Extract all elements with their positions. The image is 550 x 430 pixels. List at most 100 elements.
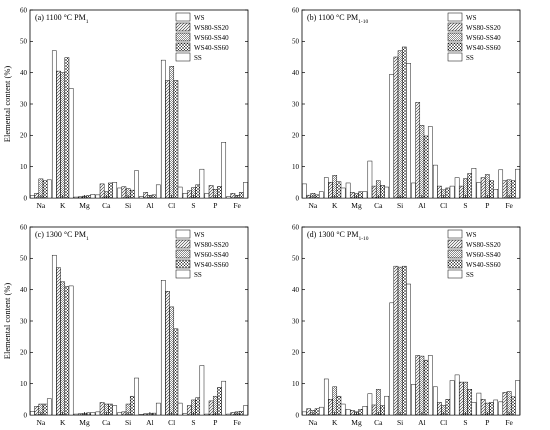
bar-al-ws40-ss60	[151, 194, 157, 199]
bar-si-ws40-ss60	[129, 189, 135, 199]
category-label: S	[463, 418, 467, 427]
bar-si-ws40-ss60	[129, 395, 135, 416]
bar-fe-ws40-ss60	[510, 396, 516, 416]
legend-label: SS	[466, 271, 474, 279]
bar-fe-ws40-ss60	[238, 192, 244, 199]
y-tick-label: 60	[292, 6, 300, 14]
bar-s-ws40-ss60	[195, 397, 201, 416]
chart-panel-1: 0 10 20 30 40 50 60 Na K Mg Ca Si Al Cl S P Fe (a) 1100 °…	[2, 6, 249, 210]
bar-s-ws	[454, 374, 460, 416]
bar-cl-ss	[177, 402, 183, 416]
bar-s-ws80-ss20	[186, 405, 192, 416]
bar-cl-ws40-ss60	[445, 399, 451, 416]
bar-cl-ws	[432, 386, 438, 416]
category-label: Fe	[505, 418, 513, 427]
bar-na-ws	[30, 411, 35, 416]
category-label: Si	[397, 201, 403, 210]
legend-swatch	[447, 229, 463, 239]
legend-label: WS40-SS60	[194, 261, 229, 269]
bar-cl-ws40-ss60	[445, 187, 451, 199]
bar-s-ws	[454, 177, 460, 199]
bar-mg-ws80-ss20	[77, 196, 83, 199]
bar-ca-ws40-ss60	[380, 405, 385, 416]
legend-label: SS	[194, 271, 202, 279]
category-label: Si	[125, 201, 131, 210]
bar-al-ws	[411, 182, 416, 199]
category-label: Na	[37, 201, 46, 210]
y-tick-label: 30	[20, 317, 28, 325]
bar-mg-ws	[73, 413, 79, 416]
bar-fe-ss	[243, 182, 248, 199]
category-label: Si	[397, 418, 403, 427]
bar-fe-ws80-ss20	[502, 180, 508, 199]
bar-s-ws60-ss40	[463, 381, 468, 416]
y-tick-label: 40	[292, 286, 300, 294]
bar-al-ws	[139, 196, 144, 199]
bar-na-ws	[302, 183, 307, 199]
bar-na-ws80-ss20	[306, 194, 312, 199]
bar-al-ss	[427, 355, 433, 416]
bar-p-ws	[204, 413, 210, 416]
bar-ca-ss	[112, 182, 118, 199]
bar-si-ss	[406, 283, 411, 416]
y-tick-label: 20	[292, 132, 300, 140]
bar-p-ws	[204, 193, 210, 199]
bar-k-ws40-ss60	[64, 57, 70, 199]
legend-swatch	[447, 52, 463, 62]
bar-na-ws40-ss60	[314, 194, 320, 199]
y-tick-label: 30	[20, 100, 28, 108]
bar-k-ws80-ss20	[328, 182, 333, 199]
category-label: K	[60, 201, 66, 210]
bar-mg-ss	[90, 412, 96, 416]
bar-si-ws	[389, 74, 395, 199]
bar-cl-ws	[160, 280, 166, 416]
bar-p-ws80-ss20	[208, 400, 214, 416]
bar-k-ws60-ss40	[60, 72, 66, 199]
bar-p-ss	[493, 399, 499, 416]
bar-cl-ws80-ss20	[165, 80, 170, 199]
bar-k-ws60-ss40	[60, 281, 66, 416]
bar-k-ws40-ss60	[336, 181, 342, 199]
bar-mg-ws40-ss60	[358, 409, 364, 416]
bar-na-ss	[318, 406, 324, 416]
y-tick-label: 50	[292, 255, 300, 263]
bar-fe-ws80-ss20	[230, 193, 236, 199]
category-label: Mg	[351, 201, 362, 210]
bar-mg-ws80-ss20	[349, 192, 355, 199]
bar-al-ws40-ss60	[423, 359, 429, 416]
bar-na-ss	[46, 179, 52, 199]
legend-label: WS60-SS40	[466, 251, 501, 259]
bar-fe-ws	[226, 413, 232, 416]
legend-label: WS60-SS40	[194, 34, 229, 42]
bar-s-ws40-ss60	[195, 184, 201, 199]
category-label: Cl	[440, 201, 447, 210]
y-tick-label: 40	[20, 69, 28, 77]
bar-s-ws	[182, 193, 188, 199]
y-tick-label: 60	[20, 6, 28, 14]
bar-s-ws	[182, 413, 188, 416]
category-label: Ca	[102, 418, 111, 427]
bar-fe-ss	[515, 380, 520, 416]
category-label: S	[463, 201, 467, 210]
bar-cl-ws80-ss20	[437, 402, 442, 416]
category-label: P	[213, 418, 217, 427]
category-label: K	[332, 418, 338, 427]
bar-mg-ws40-ss60	[358, 191, 364, 199]
category-label: P	[213, 201, 217, 210]
category-label: Cl	[440, 418, 447, 427]
bar-s-ss	[471, 168, 477, 199]
category-label: Ca	[374, 418, 383, 427]
bar-si-ws60-ss40	[397, 266, 403, 416]
y-axis-label: Elemental content (%)	[2, 283, 12, 360]
bar-p-ws80-ss20	[208, 185, 214, 199]
y-tick-label: 40	[292, 69, 300, 77]
category-label: Na	[309, 418, 318, 427]
legend-swatch	[175, 249, 191, 259]
y-tick-label: 50	[292, 38, 300, 46]
bar-k-ws	[323, 177, 329, 199]
legend-swatch	[447, 259, 463, 269]
y-tick-label: 50	[20, 255, 28, 263]
y-tick-label: 50	[20, 38, 28, 46]
bar-cl-ws	[160, 59, 166, 199]
